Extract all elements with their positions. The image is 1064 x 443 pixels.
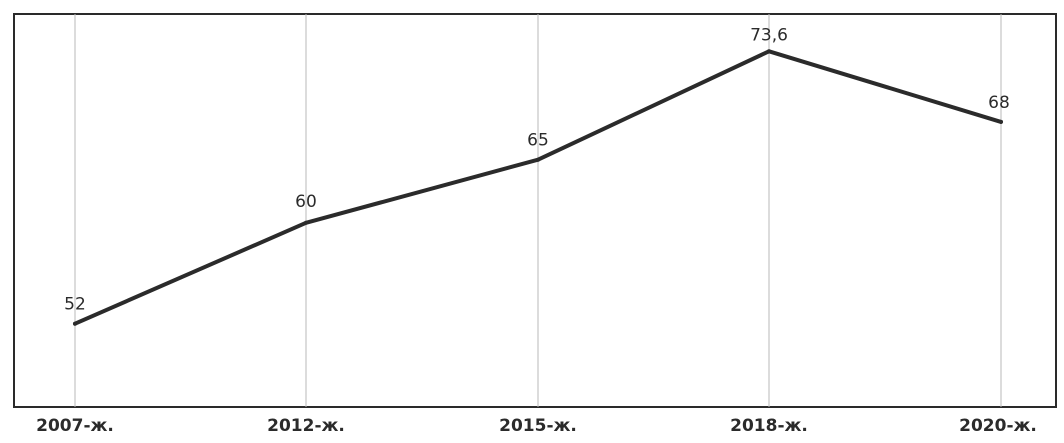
data-point-5: [999, 119, 1003, 124]
data-label-2: 60: [295, 192, 317, 212]
data-label-1: 52: [64, 295, 86, 315]
data-point-1: [73, 321, 77, 326]
x-tick-label-5: 2020-ж.: [959, 416, 1037, 436]
data-label-4: 73,6: [750, 25, 788, 45]
data-point-3: [536, 157, 540, 162]
data-label-5: 68: [988, 93, 1010, 113]
data-labels: 52 60 65 73,6 68: [64, 25, 1010, 314]
plot-frame: [13, 13, 1057, 408]
x-axis-ticks: 2007-ж. 2012-ж. 2015-ж. 2018-ж. 2020-ж.: [36, 416, 1037, 436]
x-tick-label-1: 2007-ж.: [36, 416, 114, 436]
series-layer: [73, 49, 1003, 326]
data-point-2: [304, 220, 308, 225]
data-point-4: [767, 49, 771, 54]
x-tick-label-2: 2012-ж.: [267, 416, 345, 436]
data-label-3: 65: [527, 131, 549, 151]
gridlines: [74, 14, 1002, 407]
x-tick-label-3: 2015-ж.: [499, 416, 577, 436]
x-tick-label-4: 2018-ж.: [730, 416, 808, 436]
